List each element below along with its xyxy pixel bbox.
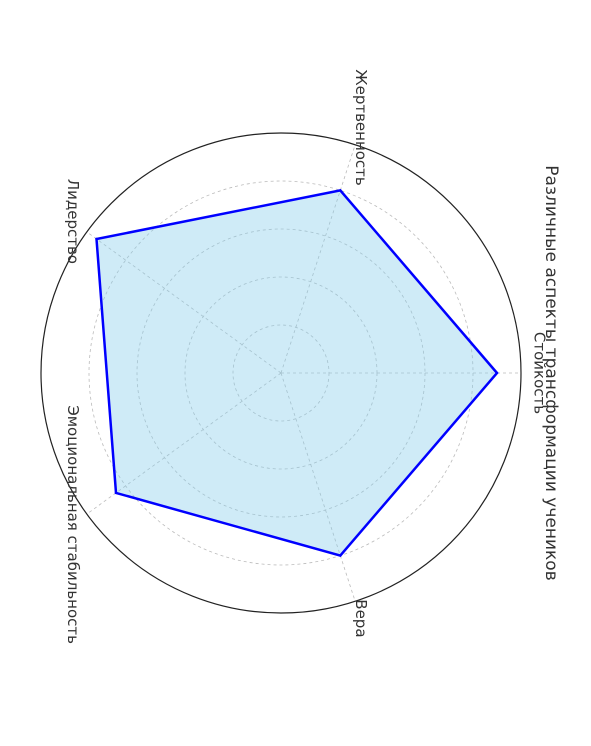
series-area (96, 190, 497, 556)
grid-spoke (86, 231, 282, 374)
grid-spoke (280, 372, 356, 602)
category-label: Эмоциональная стабильность (64, 405, 82, 644)
chart-title: Различные аспекты трансформации учеников (541, 165, 561, 580)
category-label: Лидерство (64, 179, 82, 264)
series-line (95, 189, 499, 558)
data-point (495, 371, 499, 375)
category-label: Стойкость (531, 332, 549, 414)
grid-spoke (280, 144, 356, 374)
outer-ring (40, 132, 522, 614)
radar-data (95, 189, 499, 558)
data-point (114, 491, 118, 495)
grid-spoke (86, 372, 282, 515)
data-point (95, 237, 98, 241)
data-point (339, 189, 342, 192)
category-labels: Стойкость Жертвенность Лидерство Эмоциональ… (64, 69, 549, 644)
data-point (339, 554, 342, 557)
category-label: Вера (352, 599, 370, 637)
category-label: Жертвенность (352, 69, 370, 185)
radar-grid (40, 132, 522, 614)
